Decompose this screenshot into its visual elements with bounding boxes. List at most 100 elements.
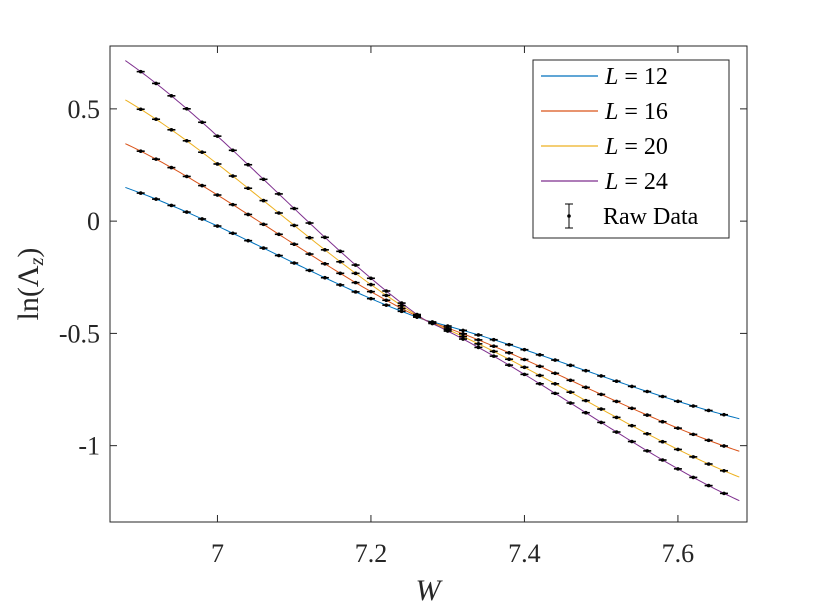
raw-data-point [259, 198, 268, 203]
raw-data-point [336, 283, 345, 287]
raw-data-point [136, 191, 145, 195]
raw-data-point [612, 415, 621, 420]
legend-label-value: = 20 [618, 134, 668, 160]
raw-data-point [704, 462, 713, 466]
raw-data-point [336, 259, 345, 264]
legend-label-value: = 24 [618, 169, 668, 195]
raw-data-point [658, 458, 667, 462]
raw-data-point [597, 407, 606, 411]
raw-data-point [520, 347, 529, 352]
raw-data-point [382, 293, 391, 298]
raw-data-point [643, 413, 652, 417]
x-tick-label: 7.2 [355, 539, 388, 568]
raw-data-point [612, 379, 621, 383]
raw-data-point [228, 174, 237, 178]
raw-data-point [535, 353, 544, 357]
raw-data-point [551, 391, 560, 396]
raw-data-point [397, 309, 406, 314]
raw-data-point [704, 438, 713, 443]
legend-label-L24: L = 24 [604, 169, 668, 195]
raw-data-point [259, 246, 268, 250]
raw-data-point [397, 301, 406, 305]
raw-data-point [167, 94, 176, 98]
raw-data-point [489, 337, 498, 342]
legend-box [532, 59, 730, 239]
raw-data-point [673, 399, 682, 404]
raw-data-point [505, 342, 514, 347]
raw-data-point [535, 382, 544, 386]
raw-data-point [244, 238, 253, 243]
raw-data-point [597, 374, 606, 378]
raw-data-point [443, 329, 452, 333]
legend-raw-data-marker [565, 203, 573, 229]
raw-data-point [689, 404, 698, 408]
x-axis-title: W [416, 574, 444, 607]
raw-data-point [320, 261, 329, 266]
raw-data-point [366, 296, 375, 301]
raw-data-point [274, 253, 283, 258]
legend-label-value: = 16 [618, 99, 668, 125]
raw-data-point [627, 423, 636, 428]
raw-data-point [551, 371, 560, 376]
raw-data-point [489, 349, 498, 354]
raw-data-point [428, 321, 437, 326]
raw-data-point [259, 177, 268, 182]
raw-data-point [182, 107, 191, 111]
raw-data-point [198, 217, 207, 221]
raw-data-point [412, 312, 421, 317]
raw-data-point [320, 248, 329, 252]
raw-data-point [213, 224, 222, 228]
raw-data-point [244, 162, 253, 167]
raw-data-point [689, 432, 698, 437]
raw-data-point [167, 127, 176, 132]
raw-data-point [581, 368, 590, 373]
raw-data-point [244, 212, 253, 217]
raw-data-point [213, 134, 222, 138]
raw-data-point [382, 303, 391, 307]
raw-data-point [704, 408, 713, 413]
raw-data-point [719, 491, 728, 496]
raw-data-point [474, 345, 483, 350]
raw-data-point [520, 372, 529, 377]
raw-data-point [351, 290, 360, 294]
raw-data-point [182, 174, 191, 179]
raw-data-point [551, 381, 560, 386]
raw-data-point [658, 439, 667, 444]
y-axis-title-close: ) [12, 248, 45, 258]
raw-data-point [152, 117, 161, 122]
raw-data-point [520, 357, 529, 362]
raw-data-point [305, 221, 314, 225]
raw-data-point [198, 120, 207, 125]
raw-data-point [566, 390, 575, 394]
raw-data-point [719, 412, 728, 417]
raw-data-point [520, 365, 529, 370]
raw-data-point [474, 333, 483, 337]
raw-data-point [397, 306, 406, 311]
y-ticks: 0.5 0 -0.5 -1 [59, 95, 747, 461]
raw-data-point [581, 410, 590, 415]
raw-data-point [320, 275, 329, 280]
raw-data-point [597, 392, 606, 397]
raw-data-point [505, 357, 514, 362]
raw-data-point [305, 252, 314, 256]
raw-data-point [489, 354, 498, 358]
raw-data-point [320, 235, 329, 240]
y-tick-label: 0 [87, 207, 100, 236]
legend-label-L20: L = 20 [604, 134, 668, 160]
raw-data-point [566, 401, 575, 405]
legend-label-L-symbol: L [604, 169, 618, 195]
raw-data-point [274, 232, 283, 237]
raw-data-point [658, 419, 667, 424]
raw-data-point [366, 276, 375, 281]
raw-data-point [489, 344, 498, 349]
raw-data-point [612, 430, 621, 434]
legend-label-L-symbol: L [604, 99, 618, 125]
raw-data-point [566, 363, 575, 368]
raw-data-point [305, 268, 314, 273]
raw-data-point [719, 444, 728, 448]
raw-data-point [290, 242, 299, 247]
raw-data-point [198, 150, 207, 155]
raw-data-point [213, 193, 222, 197]
raw-data-point [136, 107, 145, 112]
